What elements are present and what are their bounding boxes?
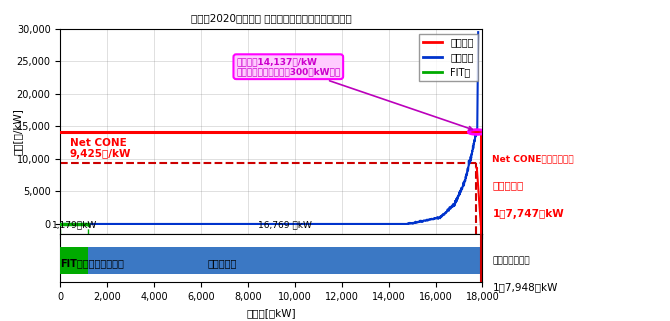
Text: 16,769 万kW: 16,769 万kW — [258, 221, 312, 230]
Text: 約定点：14,137円/kW
同価格複数落札にて約300万kW増加: 約定点：14,137円/kW 同価格複数落札にて約300万kW増加 — [237, 57, 472, 130]
Text: FIT電源等の期待容量: FIT電源等の期待容量 — [60, 258, 124, 268]
Text: 合計（調達量）: 合計（調達量） — [492, 257, 530, 266]
Text: Net CONE
9,425円/kW: Net CONE 9,425円/kW — [70, 138, 131, 160]
Text: Net CONE価格における: Net CONE価格における — [492, 154, 574, 163]
Bar — [60, 247, 481, 274]
Text: 1億7,948万kW: 1億7,948万kW — [492, 282, 558, 292]
Bar — [60, 247, 88, 274]
Legend: 需要曲線, 供給曲線, FIT分: 需要曲線, 供給曲線, FIT分 — [419, 34, 478, 81]
Text: 調達量[万kW]: 調達量[万kW] — [247, 308, 296, 318]
Y-axis label: 価格[円/kW]: 価格[円/kW] — [12, 108, 22, 155]
Text: 目標調達量: 目標調達量 — [492, 180, 524, 190]
Text: 図１．2020年度実施 容量市場入札の需要・供給曲線: 図１．2020年度実施 容量市場入札の需要・供給曲線 — [191, 13, 352, 23]
Text: 1億7,747万kW: 1億7,747万kW — [492, 209, 564, 219]
Text: 約定総容量: 約定総容量 — [208, 258, 237, 268]
Text: 1,179万kW: 1,179万kW — [52, 221, 96, 230]
